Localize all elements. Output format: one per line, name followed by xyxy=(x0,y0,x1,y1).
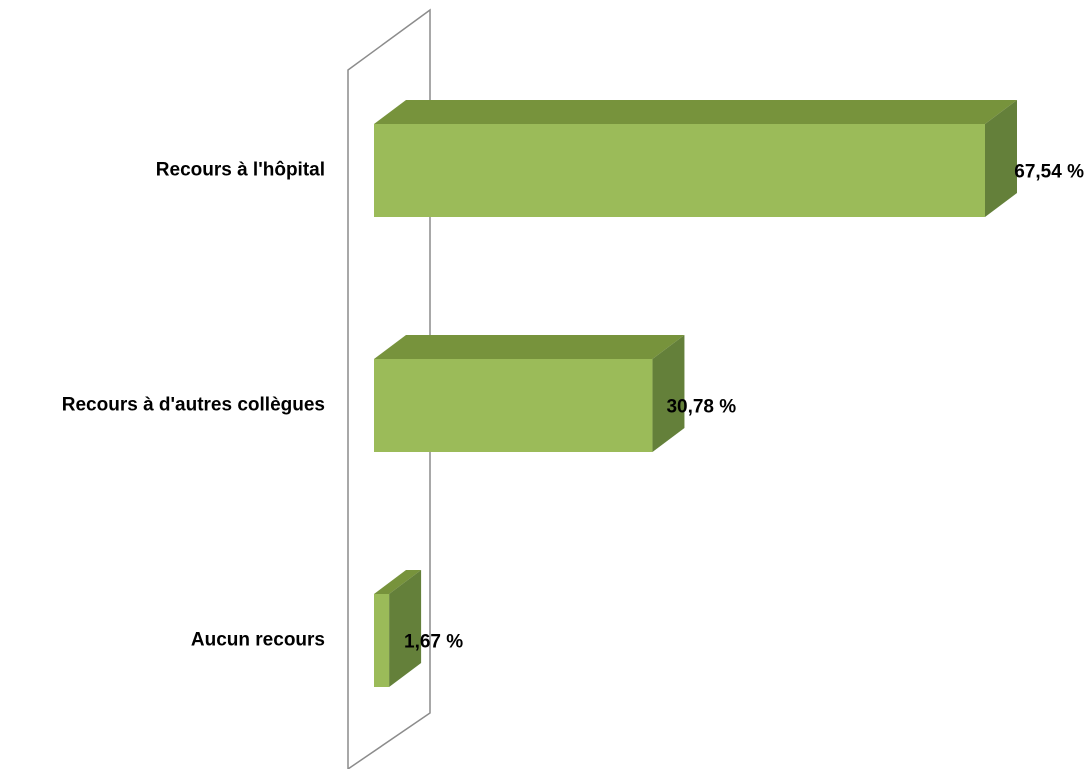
bar-2 xyxy=(374,335,685,452)
bar-side-face xyxy=(985,100,1017,217)
category-labels: Recours à l'hôpital Recours à d'autres co… xyxy=(62,160,325,651)
bar-1 xyxy=(374,100,1017,217)
bar-3 xyxy=(374,570,422,687)
bar-front-face xyxy=(374,359,653,452)
bar-top-face xyxy=(374,100,1017,124)
bar-front-face xyxy=(374,124,985,217)
bar-top-face xyxy=(374,335,685,359)
category-label: Aucun recours xyxy=(191,630,325,651)
bar-side-face xyxy=(652,335,685,452)
bar-top-face xyxy=(374,570,422,594)
category-label: Recours à l'hôpital xyxy=(156,160,325,181)
value-label: 30,78 % xyxy=(666,397,736,418)
axis-wall xyxy=(347,8,431,769)
category-label: Recours à d'autres collègues xyxy=(62,395,325,416)
bar-front-face xyxy=(374,594,390,687)
bars-group xyxy=(374,100,1017,687)
value-label: 67,54 % xyxy=(1014,162,1084,183)
bar-side-face xyxy=(389,570,422,687)
value-label: 1,67 % xyxy=(404,632,463,653)
value-labels: 67,54 % 30,78 % 1,67 % xyxy=(404,162,1084,653)
